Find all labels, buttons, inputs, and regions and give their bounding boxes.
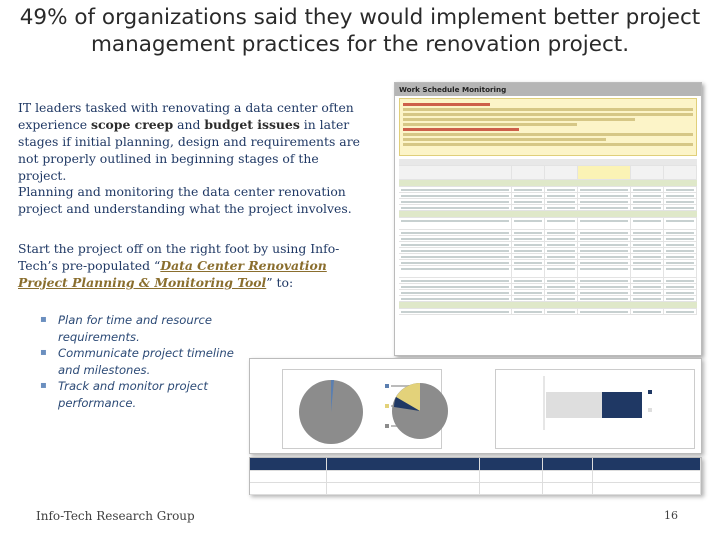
tool-paragraph: Start the project off on the right foot … xyxy=(18,240,368,291)
legend-swatch xyxy=(385,384,389,388)
table-row xyxy=(250,483,701,495)
slide-title-line-2: management practices for the renovation … xyxy=(90,32,630,57)
donut-chart-preview xyxy=(392,383,448,439)
benefit-list: Plan for time and resource requirements.… xyxy=(40,312,240,411)
pie-slice xyxy=(394,397,420,411)
intro-text-2: and xyxy=(173,117,205,132)
legend-swatch xyxy=(385,424,389,428)
intro-text-3: in later stages if initial planning, des… xyxy=(18,117,360,183)
planning-paragraph: Planning and monitoring the data center … xyxy=(18,184,352,216)
dashboard-screenshot xyxy=(249,358,702,454)
scope-creep-emphasis: scope creep xyxy=(91,117,174,132)
pie-slice xyxy=(396,383,420,411)
legend-swatch xyxy=(648,390,652,394)
task-owner-table-screenshot xyxy=(249,457,702,495)
slide-title-line-1: 49% of organizations said they would imp… xyxy=(19,5,701,30)
benefit-item: Communicate project timeline and milesto… xyxy=(40,345,240,378)
work-schedule-screenshot: Work Schedule Monitoring xyxy=(394,82,702,356)
bar-segment xyxy=(546,392,602,418)
slide-title: 49% of organizations said they would imp… xyxy=(0,4,720,58)
table-header-row xyxy=(250,458,701,471)
table-row xyxy=(250,471,701,483)
footer-company: Info-Tech Research Group xyxy=(36,509,195,523)
legend-swatch xyxy=(648,408,652,412)
intro-text-1: IT leaders tasked with renovating a data… xyxy=(18,100,354,132)
budget-issues-emphasis: budget issues xyxy=(204,117,300,132)
tool-text-2: ” to: xyxy=(266,275,294,290)
benefit-item: Track and monitor project performance. xyxy=(40,378,240,411)
tool-text-1: Start the project off on the right foot … xyxy=(18,241,340,273)
page-number: 16 xyxy=(664,509,678,522)
progress-chart-preview xyxy=(495,369,695,449)
intro-paragraph: IT leaders tasked with renovating a data… xyxy=(18,99,368,184)
bar-segment xyxy=(602,392,642,418)
legend-swatch xyxy=(385,404,389,408)
progress-chart-graphic xyxy=(543,376,652,430)
task-table-preview xyxy=(399,159,697,315)
benefit-item: Plan for time and resource requirements. xyxy=(40,312,240,345)
pie-slice xyxy=(331,379,334,412)
tool-link[interactable]: Data Center Renovation Project Planning … xyxy=(18,258,327,290)
work-schedule-header: Work Schedule Monitoring xyxy=(395,83,701,96)
notice-box xyxy=(399,98,697,156)
